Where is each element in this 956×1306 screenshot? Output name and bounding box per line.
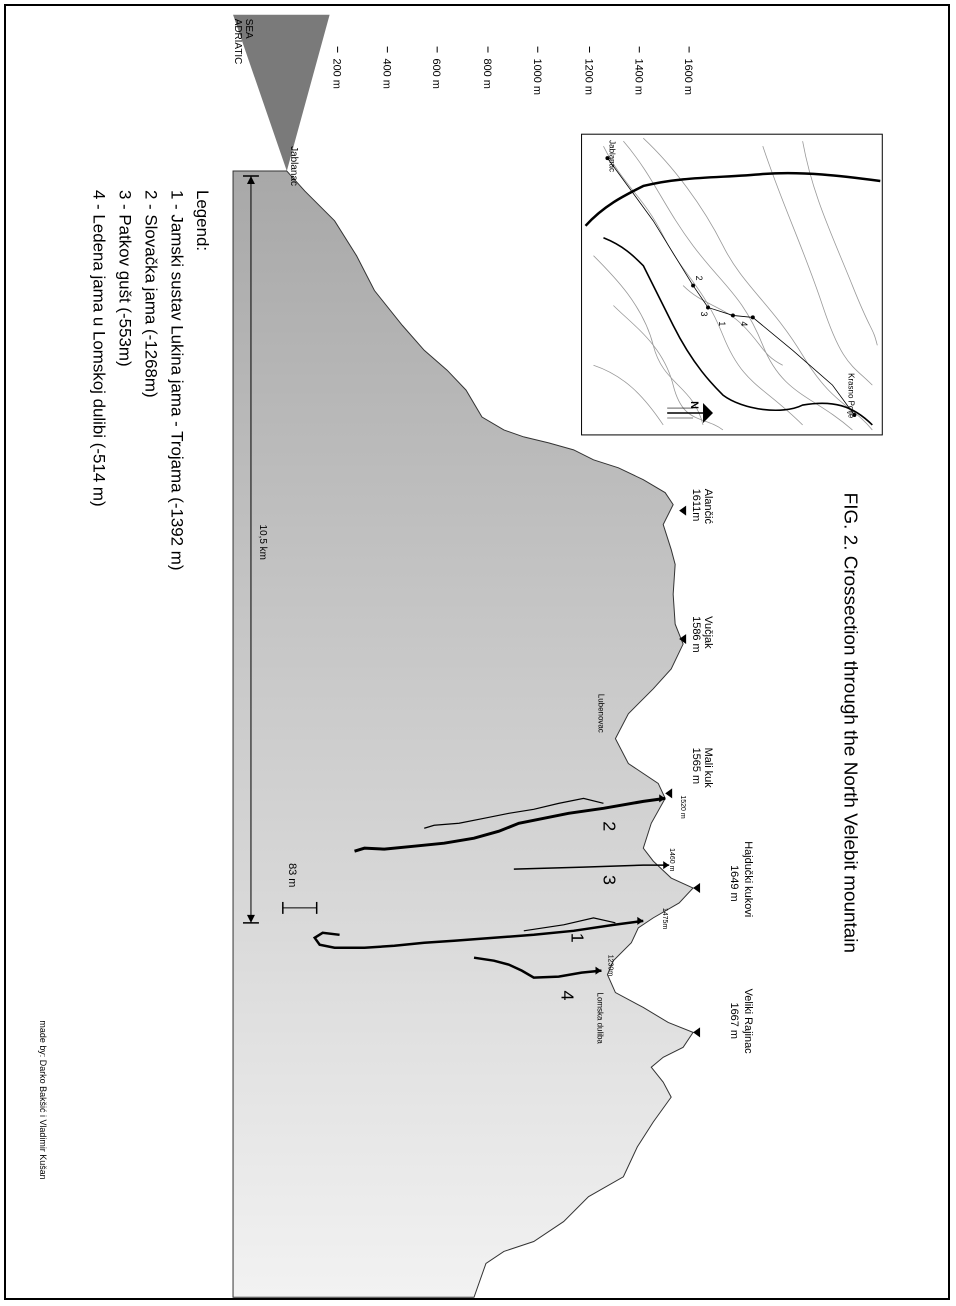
cave-3-entrance-marker [663,861,670,870]
cave-2-profile [354,794,666,853]
hajducki-altitude: 1649 m [728,865,740,901]
north-arrow-icon: N [667,401,713,423]
vucjak-name: Vučjak [702,616,714,649]
legend-item-3: 3 - Patkov gušt (-553m) [116,190,135,367]
summit-marker-veliki [693,1027,701,1038]
cave-1-entrance-marker [637,916,644,925]
cave-4-profile [473,956,602,979]
legend-title: Legend: [193,190,212,251]
cave-3-entrance-altitude: 1460 m [668,848,675,871]
credit-text: made by: Darko Bakšić i Vladimir Kušan [38,1020,48,1179]
cave-4-entrance-altitude: 1230m [606,955,613,977]
inset-map: Jablanac Krasno Polje 2 3 1 4 N [581,133,883,436]
tick-label-1200: 1200 m [583,59,595,95]
cave-1-number: 1 [568,933,588,943]
cave-2-number: 2 [599,821,619,831]
mali-kuk-name: Mali kuk [702,748,714,789]
sea-label-line2: SEA [243,19,254,39]
map-point-4: 4 [739,321,749,326]
cave-4-number: 4 [558,991,578,1001]
tick-label-400: 400 m [380,59,392,89]
summit-marker-vucjak [679,634,687,645]
lubenovac-label: Lubenovac [596,694,605,733]
adriatic-sea-area [233,14,330,172]
hajducki-name: Hajdučki kukovi [742,841,754,917]
height-label-83m: 83 m [286,863,298,887]
mountain-profile [232,170,694,1298]
map-jablanac-label: Jablanac [607,140,616,172]
cave-1-profile [312,916,644,949]
cave-2-entrance-altitude: 1520 m [679,795,686,818]
legend-item-2: 2 - Slovačka jama (-1268m) [141,190,160,398]
map-point-3: 3 [699,311,709,316]
vucjak-altitude: 1586 m [690,616,702,652]
map-point-2: 2 [694,276,704,281]
crossection-figure: ADRIATIC SEA 200 m 400 m 600 m 800 m 100… [38,14,883,1298]
height-marker-83m: 83 m [282,863,318,914]
tick-label-600: 600 m [430,59,442,89]
tick-label-800: 800 m [481,59,493,89]
distance-label: 10,5 km [257,525,268,560]
map-border-line [603,237,873,426]
cave-4-entrance-marker [595,966,602,975]
distance-scale: 10,5 km [242,175,268,924]
map-krasno-label: Krasno Polje [846,373,855,419]
tick-label-1600: 1600 m [682,59,694,95]
alancic-altitude: 1611m [690,489,702,522]
figure-frame: ADRIATIC SEA 200 m 400 m 600 m 800 m 100… [4,4,950,1300]
alancic-name: Alančić [702,489,714,525]
elevation-axis: 200 m 400 m 600 m 800 m 1000 m 1200 m 14… [331,46,694,95]
veliki-altitude: 1667 m [728,1003,740,1039]
north-label: N [688,401,700,409]
mali-kuk-altitude: 1565 m [690,748,702,784]
legend-item-1: 1 - Jamski sustav Lukina jama - Trojama … [167,190,186,571]
sea-label-line1: ADRIATIC [232,19,243,65]
veliki-name: Veliki Rajinac [742,989,754,1055]
tick-label-200: 200 m [331,59,343,89]
map-point-1: 1 [717,321,727,326]
cave-1-entrance-altitude: 1475m [661,908,668,930]
summit-marker-hajducki [693,883,701,893]
summit-marker-alancic [679,505,687,516]
legend-item-4: 4 - Ledena jama u Lomskoj dulibi (-514 m… [90,190,109,507]
tick-label-1400: 1400 m [632,59,644,95]
lomska-duliba-label: Lomska duliba [595,993,604,1045]
tick-label-1000: 1000 m [531,59,543,95]
legend: Legend: 1 - Jamski sustav Lukina jama - … [90,190,213,571]
cave-3-profile [513,861,670,870]
map-coastline [584,171,881,227]
figure-title: FIG. 2. Crossection through the North Ve… [839,493,860,953]
cave-3-number: 3 [599,875,619,885]
jablanac-label: Jablanac [288,146,299,186]
cave-2-entrance-marker [659,794,666,803]
summit-marker-mali-kuk [665,788,673,799]
